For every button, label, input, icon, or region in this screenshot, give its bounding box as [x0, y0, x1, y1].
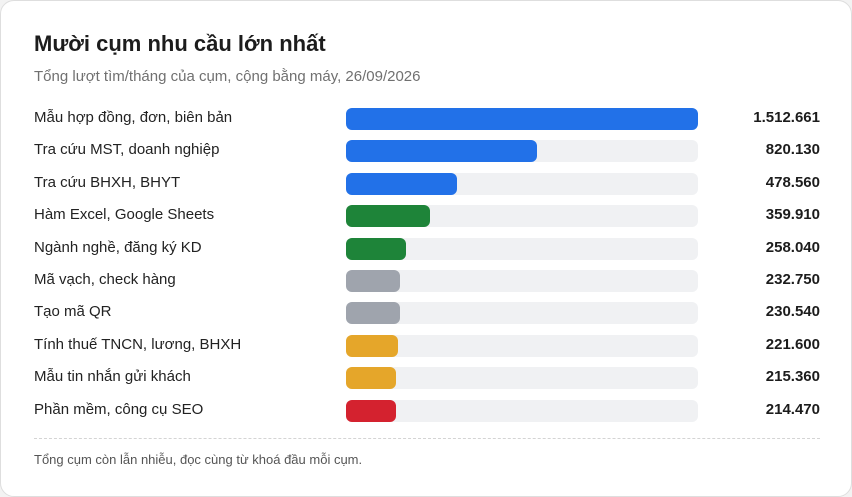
- category-label: Tra cứu MST, doanh nghiệp: [34, 141, 220, 159]
- bar: [346, 302, 400, 325]
- bar: [346, 140, 537, 163]
- category-label: Mẫu hợp đồng, đơn, biên bản: [34, 109, 233, 126]
- value-label: 215.360: [765, 368, 820, 386]
- category-label: Ngành nghề, đăng ký KD: [34, 238, 202, 256]
- bar-track: [346, 172, 698, 195]
- chart-subtitle: Tổng lượt tìm/tháng của cụm, cộng bằng m…: [34, 68, 421, 85]
- category-label: Hàm Excel, Google Sheets: [34, 206, 215, 224]
- bar-track: [346, 205, 698, 228]
- bar-row: Tra cứu BHXH, BHYT 478.560: [1, 172, 851, 196]
- value-label: 478.560: [765, 173, 820, 191]
- bar: [346, 205, 430, 228]
- category-label: Mã vạch, check hàng: [34, 271, 176, 288]
- category-label: Tra cứu BHXH, BHYT: [34, 173, 181, 191]
- bar-track: [346, 399, 698, 422]
- bar-row: Ngành nghề, đăng ký KD 258.040: [1, 237, 851, 261]
- value-label: 820.130: [765, 141, 820, 159]
- bar-row: Tính thuế TNCN, lương, BHXH 221.600: [1, 334, 851, 358]
- bar: [346, 237, 407, 260]
- category-label: Tính thuế TNCN, lương, BHXH: [34, 335, 242, 353]
- value-label: 214.470: [765, 400, 820, 418]
- bar-row: Mẫu tin nhắn gửi khách 215.360: [1, 366, 851, 390]
- bar: [346, 172, 458, 195]
- footnote: Tổng cụm còn lẫn nhiễu, đọc cùng từ khoá…: [34, 452, 363, 467]
- bar-row: Phần mềm, công cụ SEO 214.470: [1, 399, 851, 423]
- bar-track: [346, 237, 698, 260]
- bar-track: [346, 270, 698, 292]
- value-label: 230.540: [765, 303, 820, 321]
- value-label: 1.512.661: [753, 109, 820, 126]
- bar-track: [346, 367, 698, 390]
- value-label: 232.750: [765, 271, 820, 288]
- bar: [346, 108, 698, 130]
- bar: [346, 367, 397, 390]
- bar: [346, 334, 398, 357]
- bar-row: Hàm Excel, Google Sheets 359.910: [1, 204, 851, 228]
- bar-row: Mã vạch, check hàng 232.750: [1, 269, 851, 293]
- category-label: Phần mềm, công cụ SEO: [34, 400, 204, 418]
- chart-title: Mười cụm nhu cầu lớn nhất: [34, 31, 326, 56]
- bar: [346, 399, 396, 422]
- bar-row: Tra cứu MST, doanh nghiệp 820.130: [1, 139, 851, 163]
- bar-track: [346, 108, 698, 130]
- bar-track: [346, 140, 698, 163]
- bar-track: [346, 302, 698, 325]
- value-label: 359.910: [765, 206, 820, 224]
- category-label: Mẫu tin nhắn gửi khách: [34, 368, 191, 386]
- bar: [346, 270, 401, 292]
- bar-track: [346, 334, 698, 357]
- value-label: 258.040: [765, 238, 820, 256]
- divider: [34, 438, 820, 439]
- bar-row: Mẫu hợp đồng, đơn, biên bản 1.512.661: [1, 107, 851, 131]
- bar-row: Tạo mã QR 230.540: [1, 301, 851, 325]
- value-label: 221.600: [765, 335, 820, 353]
- category-label: Tạo mã QR: [34, 303, 112, 321]
